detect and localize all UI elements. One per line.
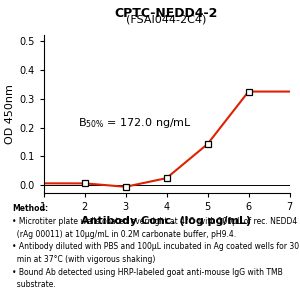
Text: (FSAI044-2C4): (FSAI044-2C4): [126, 14, 207, 24]
Text: Method:: Method:: [12, 204, 48, 213]
Text: • Antibody diluted with PBS and 100μL incubated in Ag coated wells for 30: • Antibody diluted with PBS and 100μL in…: [12, 242, 299, 251]
Text: CPTC-NEDD4-2: CPTC-NEDD4-2: [115, 7, 218, 20]
Text: • Microtiter plate wells coated overnight at 4°C  with 100μL of rec. NEDD4: • Microtiter plate wells coated overnigh…: [12, 217, 297, 226]
Text: substrate.: substrate.: [12, 280, 56, 289]
Text: (rAg 00011) at 10μg/mL in 0.2M carbonate buffer, pH9.4.: (rAg 00011) at 10μg/mL in 0.2M carbonate…: [12, 230, 236, 239]
Text: • Bound Ab detected using HRP-labeled goat anti-mouse IgG with TMB: • Bound Ab detected using HRP-labeled go…: [12, 268, 283, 277]
X-axis label: Antibody Conc. (log pg/mL): Antibody Conc. (log pg/mL): [81, 216, 252, 226]
Text: B$_{50\%}$ = 172.0 ng/mL: B$_{50\%}$ = 172.0 ng/mL: [78, 116, 192, 130]
Text: min at 37°C (with vigorous shaking): min at 37°C (with vigorous shaking): [12, 255, 155, 264]
Y-axis label: OD 450nm: OD 450nm: [5, 84, 15, 144]
